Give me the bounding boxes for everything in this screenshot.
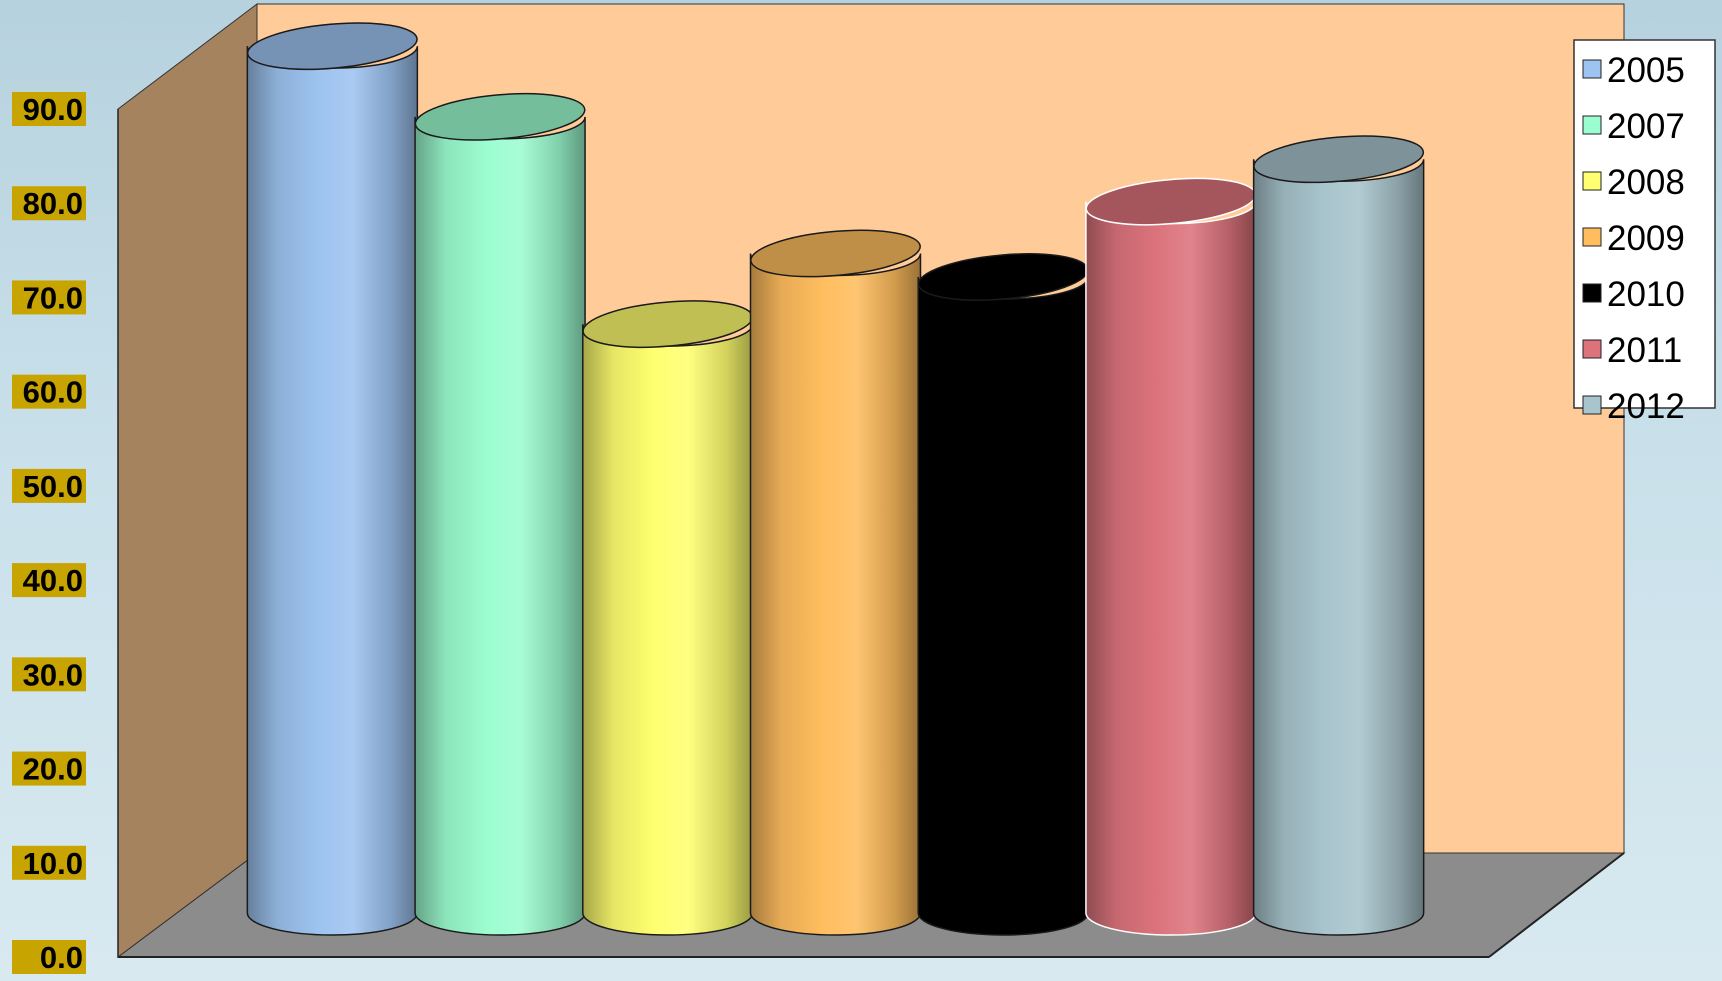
y-tick-text: 40.0 bbox=[23, 563, 83, 598]
legend-item: 2012 bbox=[1582, 387, 1685, 426]
y-tick-label: 30.0 bbox=[12, 657, 86, 692]
bar-body bbox=[749, 253, 922, 936]
legend-item: 2011 bbox=[1582, 331, 1682, 370]
legend-swatch bbox=[1582, 395, 1602, 415]
legend-label: 2008 bbox=[1607, 163, 1685, 202]
y-tick-label: 70.0 bbox=[12, 280, 86, 315]
legend-label: 2012 bbox=[1607, 387, 1685, 426]
y-tick-label-bg bbox=[12, 186, 86, 221]
bar-2005 bbox=[246, 22, 419, 936]
legend-swatch bbox=[1582, 171, 1602, 191]
bar-body bbox=[582, 324, 754, 936]
bar-top-cap bbox=[414, 92, 586, 141]
legend-item: 2008 bbox=[1582, 163, 1685, 202]
y-tick-text: 90.0 bbox=[23, 92, 83, 127]
y-tick-text: 0.0 bbox=[40, 940, 83, 975]
legend-label: 2011 bbox=[1607, 331, 1682, 370]
side-wall bbox=[117, 2, 258, 958]
y-tick-text: 30.0 bbox=[23, 657, 83, 692]
y-tick-label: 50.0 bbox=[12, 468, 86, 504]
bar-body bbox=[246, 46, 419, 936]
y-tick-text: 10.0 bbox=[23, 846, 83, 881]
y-tick-text: 80.0 bbox=[23, 186, 83, 221]
bar-top-cap bbox=[1253, 135, 1425, 184]
bar-top-cap bbox=[246, 22, 418, 71]
bar-body bbox=[1085, 201, 1257, 936]
y-tick-text: 70.0 bbox=[23, 280, 83, 315]
bars bbox=[246, 22, 1425, 936]
legend-label: 2005 bbox=[1607, 51, 1685, 90]
floor-right-edge bbox=[1488, 852, 1625, 958]
y-tick-label-bg bbox=[12, 374, 86, 409]
y-tick-text: 60.0 bbox=[23, 375, 83, 410]
y-tick-text: 20.0 bbox=[23, 752, 83, 787]
legend-label: 2010 bbox=[1607, 275, 1685, 314]
y-tick-label-bg bbox=[12, 468, 86, 503]
y-tick-text: 50.0 bbox=[23, 469, 83, 504]
y-tick-label: 0.0 bbox=[12, 940, 86, 975]
bar-2008 bbox=[582, 300, 754, 936]
y-tick-label: 40.0 bbox=[12, 563, 86, 598]
bar-2012 bbox=[1252, 135, 1425, 936]
legend-item: 2005 bbox=[1582, 51, 1685, 90]
bar-body bbox=[414, 116, 586, 936]
legend-label: 2009 bbox=[1607, 219, 1685, 258]
bar-body bbox=[917, 276, 1089, 936]
bar-2011 bbox=[1085, 177, 1257, 936]
y-tick-label: 90.0 bbox=[12, 92, 86, 127]
y-axis: 0.0 10.0 20.0 30.0 40.0 50.0 60.0 70.0 80.0 90.0 bbox=[12, 92, 119, 975]
legend-swatch bbox=[1582, 59, 1602, 79]
bar-top-cap bbox=[750, 229, 921, 278]
y-tick-label-bg bbox=[12, 751, 86, 786]
y-tick-label-bg bbox=[12, 280, 86, 315]
bar-2009 bbox=[749, 229, 922, 936]
legend-swatch bbox=[1582, 283, 1602, 303]
bar-2010 bbox=[917, 253, 1089, 936]
legend-swatch bbox=[1582, 115, 1602, 135]
legend-item: 2009 bbox=[1582, 219, 1685, 258]
y-tick-label-bg bbox=[12, 845, 86, 880]
y-tick-label: 10.0 bbox=[12, 845, 86, 881]
y-tick-label: 20.0 bbox=[12, 751, 86, 787]
bar-2007 bbox=[414, 92, 586, 936]
y-tick-label: 80.0 bbox=[12, 186, 86, 221]
y-tick-label-bg bbox=[12, 563, 86, 598]
legend-item: 2007 bbox=[1582, 107, 1685, 146]
legend-label: 2007 bbox=[1607, 107, 1685, 146]
y-tick-label-bg bbox=[12, 940, 86, 974]
legend-swatch bbox=[1582, 227, 1602, 247]
y-tick-label-bg bbox=[12, 657, 86, 692]
legend-item: 2010 bbox=[1582, 275, 1685, 314]
legend: 2005 2007 2008 2009 2010 2011 2012 bbox=[1573, 39, 1716, 426]
bar-body bbox=[1252, 159, 1425, 936]
legend-swatch bbox=[1582, 339, 1602, 359]
y-tick-label-bg bbox=[12, 92, 86, 126]
y-tick-label: 60.0 bbox=[12, 374, 86, 410]
